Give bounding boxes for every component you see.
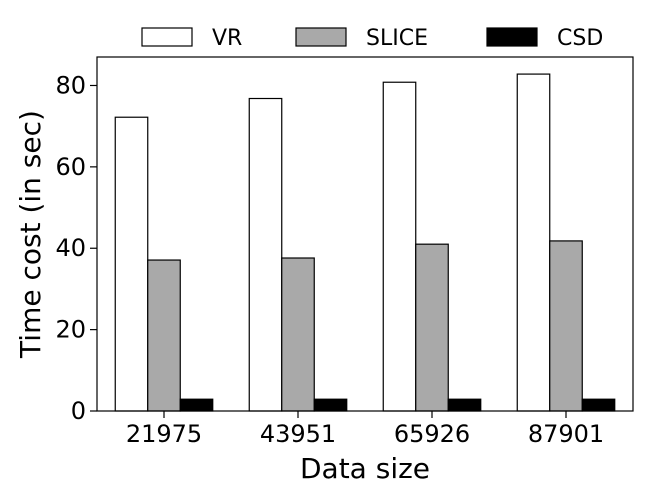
x-axis: 21975 43951 65926 87901 <box>126 411 604 448</box>
bars <box>114 73 616 412</box>
bar-slice-65926 <box>415 243 449 412</box>
y-tick-label: 40 <box>55 234 86 262</box>
y-tick-label: 80 <box>55 71 86 99</box>
legend-label-vr: VR <box>212 26 242 51</box>
x-tick-label: 87901 <box>528 420 604 448</box>
bar-vr-87901 <box>516 73 551 412</box>
bar-csd-21975 <box>179 398 214 412</box>
bar-vr-21975 <box>114 116 149 412</box>
bar-vr-43951 <box>248 97 283 412</box>
bar-csd-87901 <box>581 398 616 412</box>
y-tick-label: 60 <box>55 153 86 181</box>
legend-label-slice: SLICE <box>366 26 428 51</box>
legend: VR SLICE CSD <box>141 26 603 51</box>
bar-slice-87901 <box>549 240 583 412</box>
bar-csd-65926 <box>447 398 482 412</box>
x-axis-label: Data size <box>300 452 430 485</box>
y-tick-label: 0 <box>71 397 86 425</box>
legend-swatch-slice <box>295 27 347 47</box>
bar-slice-43951 <box>281 257 315 412</box>
legend-swatch-csd <box>486 27 538 47</box>
bar-vr-65926 <box>382 81 417 412</box>
legend-swatch-vr <box>141 27 193 47</box>
x-tick-label: 43951 <box>260 420 336 448</box>
legend-label-csd: CSD <box>557 26 603 51</box>
x-tick-label: 21975 <box>126 420 202 448</box>
y-axis: 0 20 40 60 80 <box>55 71 97 425</box>
bar-slice-21975 <box>147 259 181 412</box>
y-tick-label: 20 <box>55 316 86 344</box>
x-tick-label: 65926 <box>394 420 470 448</box>
bar-csd-43951 <box>313 398 348 412</box>
y-axis-label: Time cost (in sec) <box>14 110 47 359</box>
plot-frame <box>96 56 634 412</box>
